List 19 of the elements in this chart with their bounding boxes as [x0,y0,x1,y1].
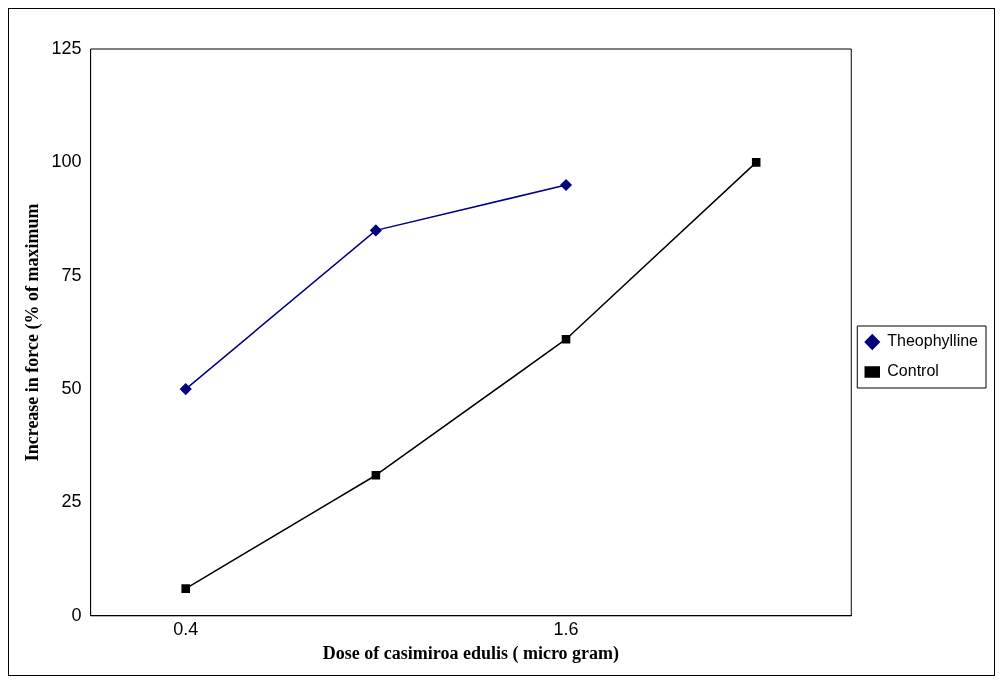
point [751,158,761,167]
legend-label: Theophylline [887,332,979,350]
x-tick-label: 1.6 [553,618,579,639]
point [371,470,381,480]
x-tick-label: 0.4 [173,618,199,639]
point [370,224,382,237]
y-tick-label: 50 [61,378,82,399]
point [560,179,572,191]
y-tick-label: 100 [51,151,82,172]
point [179,383,192,395]
point [181,584,190,593]
y-tick-label: 0 [71,604,82,625]
point [561,334,571,344]
y-axis-title: Increase in force (% of maximum [22,203,44,462]
legend-label: Control [887,362,939,380]
y-tick-label: 75 [61,264,82,285]
y-tick-label: 25 [61,491,82,512]
x-axis-title: Dose of casimiroa edulis ( micro gram) [322,642,620,664]
y-tick-label: 125 [51,37,82,58]
